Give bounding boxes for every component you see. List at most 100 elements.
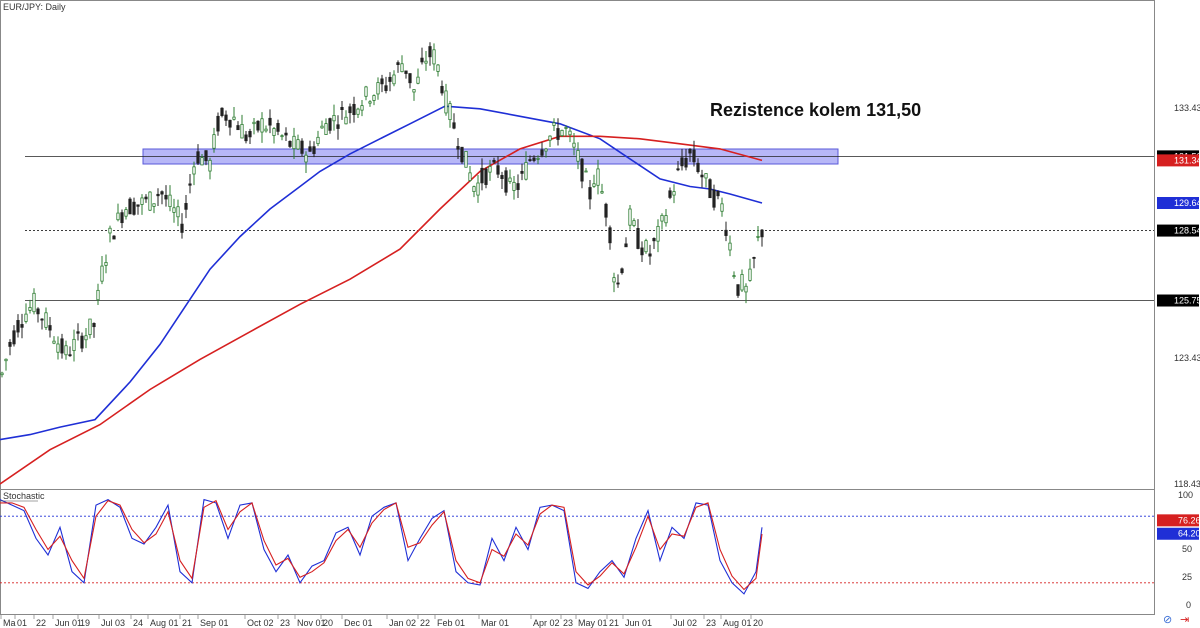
- candle-body: [636, 228, 640, 249]
- stochastic-tags: 76.26 64.20: [1157, 514, 1200, 540]
- candle-body: [148, 191, 152, 211]
- stoch-tick-label: 100: [1178, 490, 1193, 500]
- candle-body: [292, 135, 296, 150]
- candle-body: [756, 235, 760, 238]
- candle-body: [280, 135, 284, 138]
- candle-body: [76, 331, 80, 334]
- candle-body: [704, 173, 708, 179]
- candle-body: [480, 167, 484, 184]
- candle-body: [260, 118, 264, 133]
- candle-body: [156, 193, 160, 197]
- candle-body: [608, 227, 612, 244]
- candle-body: [224, 114, 228, 121]
- candle-body: [80, 335, 84, 349]
- candle-body: [688, 148, 692, 154]
- stochastic-axis[interactable]: 100 75 50 25 0: [1178, 490, 1193, 610]
- candle-body: [336, 124, 340, 129]
- x-tick-label: Aug 01: [723, 618, 752, 628]
- candle-body: [100, 265, 104, 282]
- candle-body: [444, 90, 448, 114]
- candle-body: [368, 101, 372, 104]
- candle-body: [352, 103, 356, 115]
- price-pane[interactable]: [0, 0, 1155, 490]
- candle-body: [640, 247, 644, 256]
- candle-body: [128, 198, 132, 215]
- price-tag: [1157, 294, 1199, 307]
- stochastic-d-line: [0, 499, 763, 591]
- candle-body: [144, 196, 148, 200]
- candle-body: [592, 183, 596, 187]
- x-tick-label: Ma: [3, 618, 16, 628]
- candle-body: [372, 95, 376, 101]
- candle-body: [220, 107, 224, 116]
- x-tick-label: 19: [80, 618, 90, 628]
- candle-body: [212, 134, 216, 149]
- candle-body: [684, 157, 688, 168]
- candle-body: [388, 76, 392, 82]
- candle-body: [620, 268, 624, 274]
- candle-body: [708, 179, 712, 199]
- candle-body: [132, 201, 136, 215]
- candle-body: [36, 308, 40, 315]
- candle-body: [56, 343, 60, 353]
- ma-100-line: [0, 105, 763, 441]
- price-tag-label: 125.75: [1174, 296, 1200, 306]
- candle-body: [412, 89, 416, 93]
- x-tick-label: Jul 03: [101, 618, 125, 628]
- x-tick-label: 21: [609, 618, 619, 628]
- candle-body: [264, 128, 268, 132]
- candle-body: [312, 146, 316, 154]
- x-tick-label: Jul 02: [673, 618, 697, 628]
- candle-body: [88, 318, 92, 336]
- price-axis[interactable]: 133.43 123.43 118.43: [1174, 103, 1200, 489]
- candle-body: [232, 116, 236, 120]
- candle-body: [760, 229, 764, 238]
- sync-icon[interactable]: ⊘: [1163, 614, 1173, 626]
- candle-body: [240, 124, 244, 139]
- x-tick-label: 24: [133, 618, 143, 628]
- candle-body: [604, 203, 608, 218]
- candle-body: [304, 154, 308, 163]
- candle-body: [484, 168, 488, 185]
- candle-body: [236, 125, 240, 131]
- y-tick-label: 133.43: [1174, 103, 1200, 113]
- price-tag-label: 131.34: [1174, 155, 1200, 165]
- candle-body: [700, 174, 704, 178]
- candle-body: [160, 191, 164, 195]
- candle-body: [496, 165, 500, 175]
- candle-body: [512, 181, 516, 191]
- candle-body: [552, 122, 556, 126]
- candle-body: [120, 212, 124, 224]
- candle-body: [428, 46, 432, 58]
- candle-body: [524, 162, 528, 180]
- stochastic-lines: [0, 498, 1154, 595]
- x-tick-label: 20: [753, 618, 763, 628]
- candle-body: [116, 212, 120, 221]
- candle-body: [284, 132, 288, 136]
- candle-body: [696, 162, 700, 173]
- jump-to-end-icon[interactable]: ⇥: [1180, 614, 1190, 626]
- candle-body: [472, 186, 476, 193]
- candle-body: [744, 285, 748, 293]
- candle-body: [656, 225, 660, 242]
- candle-body: [348, 106, 352, 114]
- candle-body: [556, 128, 560, 140]
- candle-body: [20, 324, 24, 328]
- candle-body: [440, 85, 444, 94]
- stochastic-pane[interactable]: [0, 489, 1155, 615]
- x-tick-label: Feb 01: [437, 618, 465, 628]
- candle-body: [588, 187, 592, 200]
- stoch-tick-label: 0: [1186, 600, 1191, 610]
- candle-body: [736, 284, 740, 296]
- candle-body: [712, 189, 716, 208]
- candle-body: [268, 117, 272, 126]
- y-tick-label: 118.43: [1174, 479, 1200, 489]
- price-tag-label: 128.54: [1174, 226, 1200, 236]
- candle-body: [340, 107, 344, 111]
- candle-body: [596, 168, 600, 186]
- candle-body: [16, 320, 20, 333]
- candle-body: [360, 105, 364, 111]
- candle-body: [420, 57, 424, 63]
